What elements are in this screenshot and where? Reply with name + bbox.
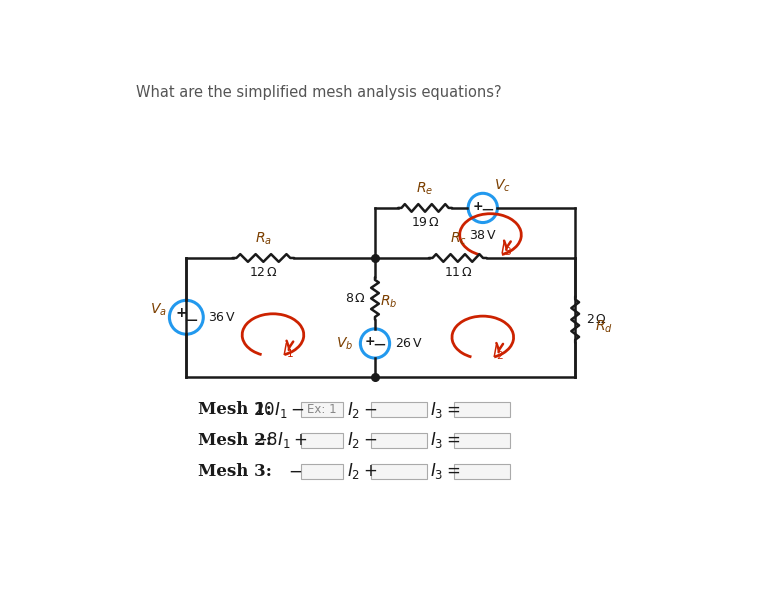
Text: $11\,\Omega$: $11\,\Omega$ (443, 266, 472, 279)
Text: $I_2$: $I_2$ (492, 343, 504, 362)
Text: $I_2-$: $I_2-$ (347, 430, 377, 451)
Text: $V_c$: $V_c$ (494, 178, 510, 194)
Bar (454, 402, 510, 417)
Text: $19\,\Omega$: $19\,\Omega$ (410, 216, 439, 229)
Text: $38\,\mathrm{V}$: $38\,\mathrm{V}$ (469, 229, 497, 242)
Text: $36\,\mathrm{V}$: $36\,\mathrm{V}$ (208, 311, 236, 324)
Text: $-$: $-$ (288, 463, 302, 480)
Text: Mesh 3:: Mesh 3: (198, 463, 272, 480)
Text: $R_c$: $R_c$ (449, 231, 466, 247)
Bar (454, 463, 510, 479)
Text: $I_2-$: $I_2-$ (347, 399, 377, 420)
Text: $2\,\Omega$: $2\,\Omega$ (586, 313, 607, 326)
Bar (371, 433, 426, 448)
Text: $I_3=$: $I_3=$ (430, 399, 460, 420)
Text: $-8I_1+$: $-8I_1+$ (253, 430, 308, 451)
Bar (454, 433, 510, 448)
Text: $R_d$: $R_d$ (595, 319, 613, 336)
Text: −: − (183, 312, 198, 330)
Text: +: + (473, 200, 483, 213)
Text: +: + (175, 306, 187, 321)
Text: −: − (373, 336, 387, 354)
Text: $I_3=$: $I_3=$ (430, 461, 460, 481)
Text: Mesh 1:: Mesh 1: (198, 401, 272, 418)
Text: $V_b$: $V_b$ (336, 336, 354, 352)
Text: $I_1$: $I_1$ (282, 341, 295, 360)
Text: +: + (365, 336, 376, 349)
Text: $I_2+$: $I_2+$ (347, 461, 377, 481)
Text: Ex: 1: Ex: 1 (308, 403, 337, 416)
Text: $26\,\mathrm{V}$: $26\,\mathrm{V}$ (395, 337, 423, 350)
Bar (371, 402, 426, 417)
Text: Mesh 2:: Mesh 2: (198, 432, 272, 449)
Text: $12\,\Omega$: $12\,\Omega$ (249, 266, 278, 279)
Text: $20I_1-$: $20I_1-$ (253, 399, 304, 420)
Bar (301, 433, 344, 448)
Text: $I_3$: $I_3$ (500, 239, 512, 258)
Text: What are the simplified mesh analysis equations?: What are the simplified mesh analysis eq… (137, 85, 502, 100)
Text: $I_3=$: $I_3=$ (430, 430, 460, 451)
Text: $8\,\Omega$: $8\,\Omega$ (344, 293, 366, 305)
Bar (301, 463, 344, 479)
Text: −: − (480, 201, 495, 219)
Bar (371, 463, 426, 479)
Text: $R_b$: $R_b$ (380, 294, 397, 310)
Text: $V_a$: $V_a$ (150, 301, 166, 318)
Bar (301, 402, 344, 417)
Text: $R_e$: $R_e$ (416, 181, 433, 197)
Text: $R_a$: $R_a$ (255, 231, 272, 247)
